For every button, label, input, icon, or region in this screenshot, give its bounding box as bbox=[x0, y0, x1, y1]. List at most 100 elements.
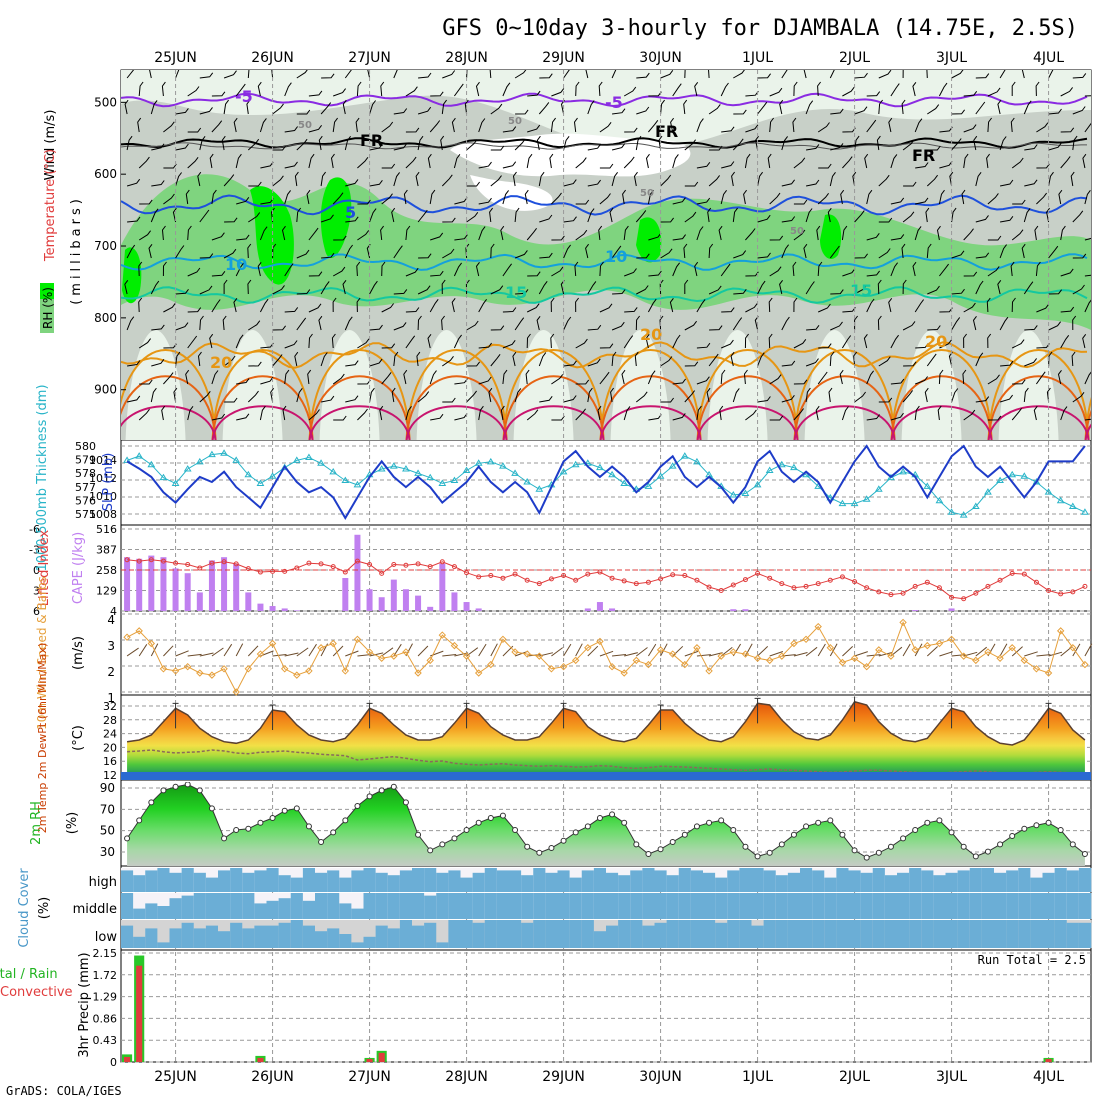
upper-barb bbox=[403, 369, 408, 385]
upper-ylabel-temp: Temperature (°C) bbox=[43, 149, 58, 262]
thickness-point bbox=[887, 473, 895, 481]
rh-point bbox=[827, 817, 834, 824]
date-label-bottom-3JUL: 3JUL bbox=[936, 1069, 967, 1085]
upper-barb bbox=[163, 193, 175, 205]
thickness-point bbox=[559, 467, 568, 475]
cloud-bar-2 bbox=[994, 920, 1007, 948]
upper-barb bbox=[645, 334, 650, 349]
li-point bbox=[1009, 570, 1015, 576]
date-label-top-25JUN: 25JUN bbox=[154, 50, 197, 66]
cloud-bar-2 bbox=[666, 920, 680, 948]
slp-ylabel-thickness: 1000-500mb Thickness (dm) bbox=[35, 384, 50, 571]
upper-barb bbox=[187, 127, 202, 133]
upper-barb bbox=[926, 70, 928, 79]
cloud-bar-2 bbox=[509, 920, 522, 948]
upper-barb bbox=[573, 117, 578, 133]
upper-barb bbox=[502, 307, 517, 313]
contour-30-arches bbox=[121, 405, 1091, 440]
upper-barb bbox=[284, 263, 294, 277]
wind-point bbox=[414, 669, 422, 677]
upper-barb bbox=[598, 81, 603, 97]
upper-barb bbox=[840, 189, 845, 205]
upper-barb bbox=[355, 117, 360, 133]
upper-barb bbox=[781, 316, 790, 331]
upper-barb bbox=[260, 376, 274, 385]
cloud-bar-2 bbox=[800, 920, 813, 948]
upper-barb bbox=[502, 126, 517, 133]
upper-barb bbox=[296, 138, 308, 151]
rh-point bbox=[1009, 833, 1016, 839]
upper-barb bbox=[830, 108, 844, 115]
wind-barb bbox=[126, 647, 139, 657]
upper-barb bbox=[381, 121, 394, 133]
upper-barb bbox=[757, 252, 771, 259]
wind-point bbox=[474, 669, 483, 677]
cloud-bar-0 bbox=[218, 870, 231, 892]
li-point bbox=[245, 566, 251, 572]
li-point bbox=[767, 575, 773, 581]
cloud-bar-0 bbox=[909, 868, 922, 892]
cloud-bar-0 bbox=[787, 872, 801, 892]
upper-barb bbox=[320, 352, 328, 367]
upper-barb bbox=[357, 338, 370, 349]
thickness-point bbox=[232, 456, 241, 463]
thickness-point bbox=[195, 457, 204, 465]
upper-barb bbox=[126, 135, 133, 151]
upper-barb bbox=[599, 371, 610, 385]
upper-barb bbox=[575, 408, 586, 421]
upper-barb bbox=[660, 397, 674, 403]
upper-barb bbox=[769, 266, 782, 277]
precip-conv-bar bbox=[1045, 1058, 1052, 1062]
upper-barb bbox=[877, 315, 882, 331]
cloud-bar-0 bbox=[242, 872, 255, 892]
upper-barb bbox=[308, 227, 319, 241]
upper-barb bbox=[951, 70, 964, 79]
wind-tick-4: 4 bbox=[107, 613, 115, 627]
cloud-bar-1 bbox=[145, 903, 158, 919]
thickness-point bbox=[947, 508, 956, 515]
upper-barb bbox=[902, 279, 907, 295]
upper-barb bbox=[806, 179, 820, 187]
rh-point bbox=[584, 823, 591, 830]
upper-barb bbox=[1023, 100, 1032, 115]
rh-point bbox=[900, 835, 907, 842]
wind-point bbox=[268, 639, 277, 648]
wind-point bbox=[1032, 665, 1041, 673]
upper-barb bbox=[490, 325, 505, 331]
upper-barb bbox=[1060, 156, 1071, 169]
cloud-bar-2 bbox=[897, 920, 910, 948]
wind-point bbox=[717, 652, 725, 660]
li-point bbox=[124, 557, 130, 563]
wind-point bbox=[547, 665, 556, 673]
upper-barb bbox=[805, 387, 811, 403]
upper-barb bbox=[829, 245, 840, 259]
wind-barb bbox=[478, 643, 487, 657]
rh-point bbox=[875, 849, 882, 856]
upper-barb bbox=[781, 360, 796, 367]
upper-barb bbox=[138, 156, 150, 169]
cloud-bar-0 bbox=[315, 872, 328, 892]
upper-barb bbox=[417, 135, 424, 151]
wind-point bbox=[838, 658, 847, 667]
thickness-point bbox=[159, 473, 168, 481]
upper-barb bbox=[199, 253, 214, 259]
wind-point bbox=[183, 662, 192, 671]
li-line bbox=[127, 559, 1086, 600]
upper-barb bbox=[635, 210, 647, 223]
cloud-bar-1 bbox=[387, 893, 401, 919]
upper-barb bbox=[745, 124, 759, 133]
cloud-bar-2 bbox=[242, 928, 255, 948]
wind-barb bbox=[235, 643, 244, 657]
li-point bbox=[330, 564, 336, 570]
cloud-ylabel: Cloud Cover bbox=[17, 868, 32, 948]
thickness-point bbox=[292, 456, 301, 463]
wind-tick-3: 3 bbox=[107, 639, 115, 653]
upper-barb bbox=[161, 405, 166, 421]
contour-label-10: 10 bbox=[605, 247, 627, 266]
rh-point bbox=[778, 841, 785, 848]
wind-barb bbox=[490, 643, 498, 657]
rh-point bbox=[1033, 822, 1040, 829]
li-point bbox=[536, 581, 542, 587]
cloud-bar-0 bbox=[205, 877, 219, 892]
cloud-bar-1 bbox=[302, 900, 316, 919]
